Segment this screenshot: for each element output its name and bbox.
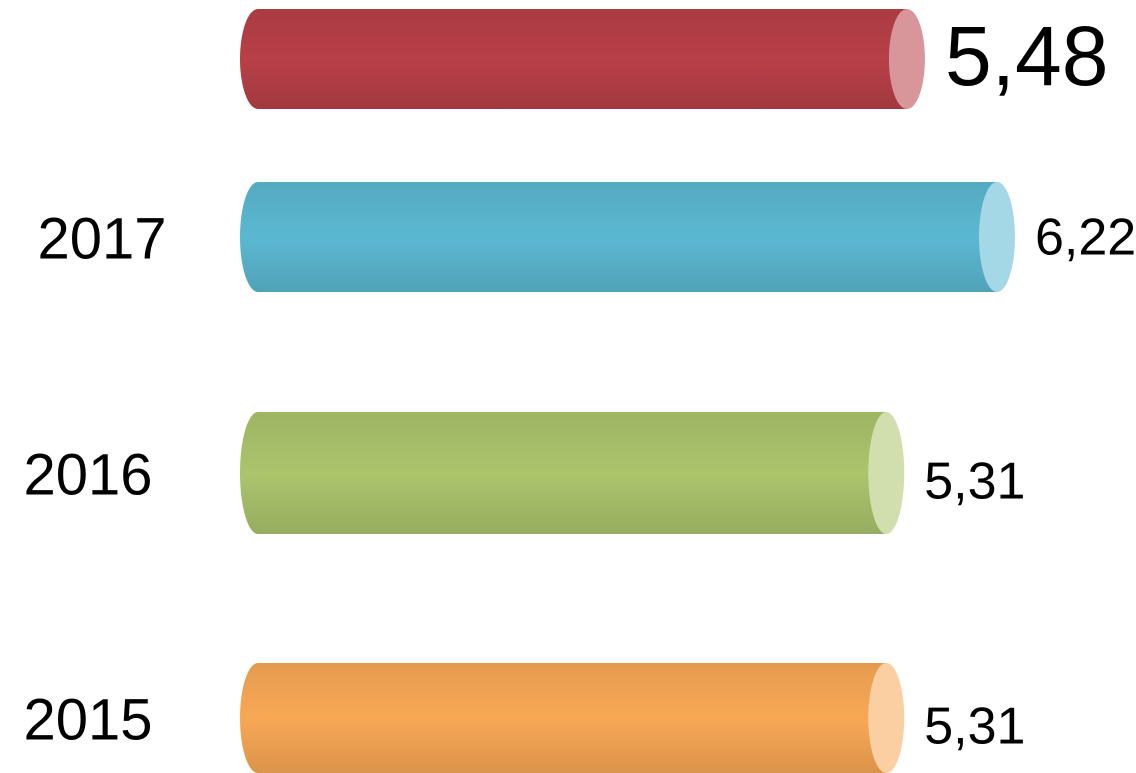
bar-shade: [240, 182, 997, 292]
value-label: 5,48: [945, 9, 1109, 103]
value-label: 5,31: [924, 698, 1025, 756]
bar-cap: [979, 182, 1015, 292]
value-label: 5,31: [924, 453, 1025, 511]
value-label: 6,22: [1035, 209, 1136, 267]
bar-shade: [240, 412, 887, 534]
bar-cap: [888, 9, 925, 109]
bar-shade: [240, 663, 887, 773]
category-label: 2017: [37, 206, 166, 271]
category-label: 2015: [23, 687, 152, 752]
bar-cap: [868, 412, 905, 534]
bar-shade: [240, 9, 907, 109]
category-label: 2016: [23, 442, 152, 507]
bar-cap: [868, 663, 905, 773]
